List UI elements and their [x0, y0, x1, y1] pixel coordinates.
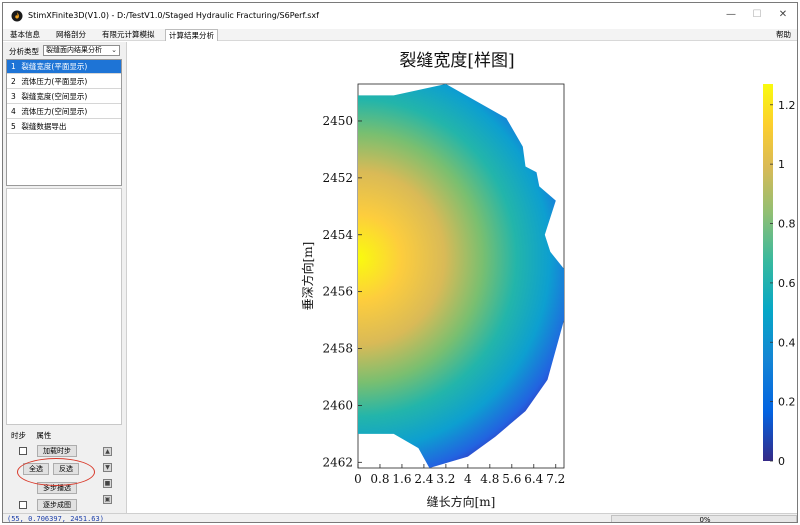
left-panel: 分析类型 裂缝面内结果分析 ⌄ 1 裂缝宽度(平面显示) 2 流体压力(平面显示…	[3, 42, 127, 513]
y-tick-label: 2458	[322, 342, 353, 356]
stepwise-plot-button[interactable]: 逐步成图	[37, 499, 77, 511]
close-button[interactable]: ✕	[778, 9, 788, 20]
colorbar-tick-label: 1	[778, 158, 785, 171]
list-item-number: 3	[11, 92, 16, 101]
y-axis-label: 垂深方向[m]	[300, 242, 315, 311]
list-item-number: 5	[11, 122, 16, 131]
chevron-down-icon: ⌄	[111, 46, 117, 54]
list-item-label: 裂缝宽度(空间显示)	[21, 92, 88, 101]
x-tick-label: 7.2	[546, 472, 565, 486]
colorbar-tick-label: 1.2	[778, 99, 796, 112]
menu-bar: 基本信息 网格剖分 有限元计算模拟 计算结果分析 帮助	[3, 29, 797, 41]
tab-timestep[interactable]: 时步	[11, 431, 26, 440]
move-up-icon[interactable]: ▲	[103, 447, 112, 456]
y-axis: 2450 2452 2454 2456 2458 2460 2462	[322, 114, 362, 469]
stop-icon[interactable]: ■	[103, 479, 112, 488]
tab-properties[interactable]: 属性	[36, 431, 52, 440]
x-tick-label: 2.4	[414, 472, 433, 486]
tab-meshing[interactable]: 网格剖分	[56, 30, 86, 39]
x-axis: 0 0.8 1.6 2.4 3.2 4 4.8 5.6 6.4 7.2	[354, 464, 565, 486]
y-tick-label: 2450	[322, 114, 353, 128]
progress-text: 0%	[699, 516, 711, 523]
tab-result-analysis[interactable]: 计算结果分析	[165, 29, 218, 41]
analysis-list: 1 裂缝宽度(平面显示) 2 流体压力(平面显示) 3 裂缝宽度(空间显示) 4…	[6, 59, 122, 186]
list-item-number: 1	[11, 62, 16, 71]
colorbar-tick-label: 0.2	[778, 396, 796, 409]
list-item-label: 流体压力(空间显示)	[21, 107, 88, 116]
analysis-type-select[interactable]: 裂缝面内结果分析 ⌄	[43, 45, 120, 56]
fracture-width-chart[interactable]: 裂缝宽度[样图] 0 0.8 1.6 2.4 3.2 4 4.8 5.6 6.4 7.2 2450…	[127, 42, 797, 513]
x-tick-label: 1.6	[392, 472, 411, 486]
x-tick-label: 4.8	[480, 472, 499, 486]
list-item[interactable]: 1 裂缝宽度(平面显示)	[7, 60, 121, 74]
x-axis-label: 缝长方向[m]	[427, 494, 496, 509]
timestep-tabs: 时步 属性	[11, 430, 59, 441]
x-tick-label: 0.8	[370, 472, 389, 486]
move-down-icon[interactable]: ▼	[103, 463, 112, 472]
y-tick-label: 2456	[322, 285, 353, 299]
colorbar-tick-label: 0.6	[778, 277, 796, 290]
list-item[interactable]: 5 裂缝数据导出	[7, 120, 121, 134]
y-tick-label: 2462	[322, 455, 353, 469]
list-item-label: 流体压力(平面显示)	[21, 77, 88, 86]
x-tick-label: 4	[464, 472, 472, 486]
cursor-coordinate: (55, 0.706397, 2451.63)	[7, 515, 104, 523]
list-item[interactable]: 4 流体压力(空间显示)	[7, 105, 121, 119]
x-tick-label: 5.6	[502, 472, 521, 486]
colorbar-axis: 0 0.2 0.4 0.6 0.8 1 1.2	[770, 99, 796, 468]
app-flame-icon	[11, 10, 23, 22]
x-tick-label: 6.4	[524, 472, 543, 486]
status-bar: (55, 0.706397, 2451.63) 0%	[3, 513, 797, 523]
y-tick-label: 2454	[322, 228, 353, 242]
colorbar-tick-label: 0.8	[778, 218, 796, 231]
window-title: StimXFinite3D(V1.0) - D:/TestV1.0/Staged…	[28, 11, 319, 20]
colorbar	[763, 84, 773, 461]
property-area	[6, 188, 122, 425]
annotation-ellipse	[17, 458, 95, 486]
y-tick-label: 2460	[322, 398, 353, 412]
list-item-number: 4	[11, 107, 16, 116]
x-tick-label: 3.2	[436, 472, 455, 486]
list-item-label: 裂缝数据导出	[21, 122, 67, 131]
minimize-button[interactable]: —	[726, 9, 736, 20]
load-timestep-checkbox[interactable]	[19, 447, 27, 455]
tab-fem-simulation[interactable]: 有限元计算模拟	[102, 30, 155, 39]
progress-bar: 0%	[611, 515, 797, 523]
colorbar-tick-label: 0	[778, 455, 785, 468]
y-tick-label: 2452	[322, 171, 353, 185]
list-item[interactable]: 3 裂缝宽度(空间显示)	[7, 90, 121, 104]
title-bar: StimXFinite3D(V1.0) - D:/TestV1.0/Staged…	[3, 3, 797, 29]
tab-basic-info[interactable]: 基本信息	[10, 30, 40, 39]
help-menu[interactable]: 帮助	[776, 30, 791, 39]
stepwise-checkbox[interactable]	[19, 501, 27, 509]
fracture-width-field	[358, 84, 564, 468]
x-tick-label: 0	[354, 472, 362, 486]
analysis-type-value: 裂缝面内结果分析	[46, 46, 102, 54]
save-image-icon[interactable]: ▣	[103, 495, 112, 504]
list-item[interactable]: 2 流体压力(平面显示)	[7, 75, 121, 89]
chart-title: 裂缝宽度[样图]	[399, 51, 514, 71]
list-item-label: 裂缝宽度(平面显示)	[21, 62, 88, 71]
load-timestep-button[interactable]: 加载时步	[37, 445, 77, 457]
maximize-button[interactable]: ☐	[752, 9, 762, 20]
analysis-type-label: 分析类型	[9, 47, 39, 56]
colorbar-tick-label: 0.4	[778, 336, 796, 349]
list-item-number: 2	[11, 77, 16, 86]
